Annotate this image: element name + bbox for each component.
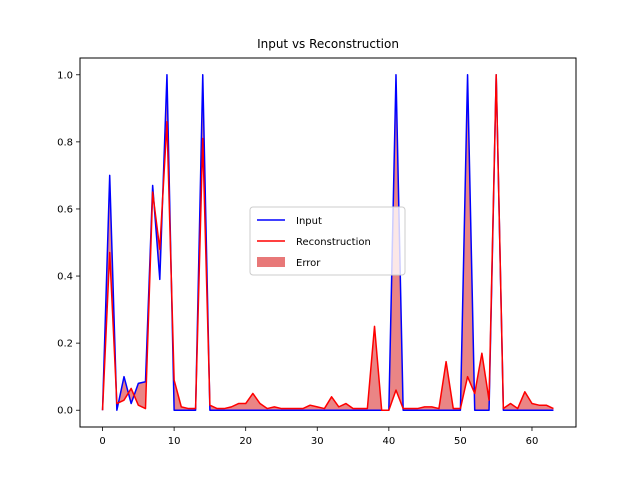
y-tick-label: 0.4	[57, 272, 73, 283]
y-tick-label: 0.6	[57, 204, 73, 215]
legend-error-label: Error	[296, 258, 321, 269]
x-tick-label: 60	[526, 436, 539, 447]
legend-input-label: Input	[296, 216, 322, 227]
y-tick-label: 0.2	[57, 339, 73, 350]
reconstruction-series-line	[101, 74, 554, 411]
x-tick-label: 10	[168, 436, 181, 447]
legend-reconstruction-label: Reconstruction	[296, 237, 371, 248]
y-tick-label: 0.8	[57, 137, 73, 148]
input-series-line	[101, 74, 554, 411]
x-tick-label: 40	[382, 436, 395, 447]
y-tick-label: 0.0	[57, 406, 73, 417]
legend-error-swatch	[257, 257, 285, 267]
x-tick-label: 20	[239, 436, 252, 447]
chart-title: Input vs Reconstruction	[257, 37, 399, 51]
axes-frame	[79, 57, 577, 428]
legend-box	[249, 206, 406, 276]
plot-area	[101, 74, 554, 411]
x-tick-label: 30	[311, 436, 324, 447]
legend: Input Reconstruction Error	[249, 206, 406, 276]
axis-ticks: 0 10 20 30 40 50 60 0.0 0.2 0.4 0.6 0.8 1.0	[57, 70, 538, 447]
x-tick-label: 50	[454, 436, 467, 447]
y-tick-label: 1.0	[57, 70, 73, 81]
x-tick-label: 0	[99, 436, 105, 447]
